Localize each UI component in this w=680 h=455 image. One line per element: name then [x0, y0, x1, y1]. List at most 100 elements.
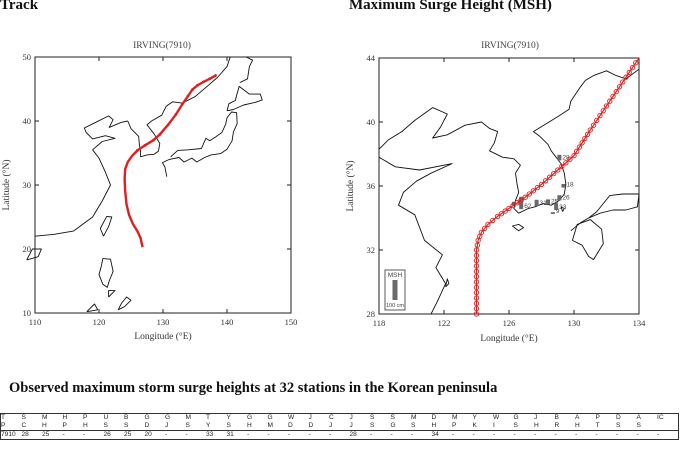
coastline-path	[226, 85, 263, 112]
table-header-cell: S	[103, 422, 108, 429]
y-tick-label: 40	[367, 117, 376, 127]
track-point	[143, 143, 147, 147]
x-tick-label: 130	[157, 317, 170, 327]
table-header-cell: W	[288, 414, 295, 421]
table-header-cell: G	[144, 414, 150, 421]
table-header-cell: S	[370, 414, 375, 421]
table-value-cell: -	[390, 430, 411, 439]
surge-label: 33	[559, 204, 567, 211]
table-value-cell: -	[493, 430, 514, 439]
table-header-row-top: T S M H P U B G G M T Y G G W J C J S S M D M Y W G J B A P D A IC	[1, 414, 678, 422]
table-header-cell: Y	[226, 414, 231, 421]
x-tick-label: 120	[93, 317, 106, 327]
table-value-cell: 33	[206, 430, 227, 439]
msh-map-frame	[378, 57, 640, 315]
track-map-xlabel: Longitude (°E)	[134, 331, 191, 342]
surge-label: 31	[540, 200, 548, 207]
table-header-cell: M	[267, 422, 274, 429]
track-line	[475, 57, 640, 314]
msh-legend-label: MSH	[388, 272, 403, 279]
track-point	[594, 117, 600, 124]
table-header-cell	[657, 422, 678, 431]
table-header-cell: M	[411, 414, 417, 421]
table-header-cell: H	[534, 422, 539, 429]
coastline-path	[98, 258, 114, 288]
msh-map-xlabel: Longitude (°E)	[480, 333, 537, 344]
track-point	[626, 69, 632, 76]
track-point	[526, 191, 532, 197]
track-point	[201, 80, 205, 84]
table-header-cell: S	[636, 422, 641, 429]
track-point	[610, 93, 616, 100]
table-value-cell: -	[554, 430, 575, 439]
track-point	[473, 263, 480, 269]
track-point	[574, 148, 580, 154]
table-value-cell: -	[329, 430, 350, 439]
msh-map-ylabel: Latitude (°N)	[345, 160, 356, 211]
coastline-path	[239, 56, 254, 84]
track-map-title: IRVING(7910)	[133, 40, 191, 51]
surge-label: 62	[524, 203, 532, 210]
table-value-cell: -	[452, 430, 473, 439]
table-header-cell: P	[452, 422, 457, 429]
coastline-path	[99, 215, 113, 237]
track-heading: Track	[0, 0, 39, 13]
table-header-cell: S	[513, 422, 518, 429]
table-header-cell: H	[575, 422, 580, 429]
track-point	[494, 213, 501, 220]
table-header-cell: J	[329, 422, 333, 429]
track-point	[473, 284, 480, 290]
track-point	[620, 79, 626, 85]
msh-map-series	[473, 57, 640, 317]
table-header-cell: H	[42, 422, 47, 429]
table-header-cell: S	[616, 422, 621, 429]
table-header-cell: G	[513, 414, 519, 421]
table-header-cell: D	[308, 422, 314, 429]
observed-title: Observed maximum storm surge heights at …	[9, 380, 498, 396]
table-header-cell: M	[185, 414, 192, 421]
table-value-cell: -	[636, 430, 657, 439]
coastline-path	[127, 56, 231, 158]
table-header-cell: A	[575, 414, 580, 421]
table-value-cell: -	[288, 430, 309, 439]
table-value-cell: -	[616, 430, 637, 439]
table-header-cell: H	[83, 422, 88, 429]
msh-legend-scale: 100 cm	[386, 303, 404, 309]
table-header-cell: D	[288, 422, 293, 429]
table-header-cell: D	[616, 414, 621, 421]
surge-label: 9	[556, 208, 560, 215]
table-value-cell: -	[62, 430, 83, 439]
track-point	[551, 170, 557, 177]
track-point	[510, 202, 516, 209]
table-header-cell: A	[636, 414, 641, 421]
surge-bar	[557, 154, 562, 161]
table-header-cell: Y	[206, 422, 211, 429]
table-header-cell: H	[62, 414, 68, 421]
table-value-cell: 28	[349, 430, 370, 439]
x-tick-label: 130	[568, 318, 581, 328]
table-header-cell: U	[103, 414, 109, 421]
table-header-cell: W	[493, 414, 500, 421]
table-header-cell: G	[267, 414, 273, 421]
coastline-path	[445, 278, 450, 288]
surge-bar	[519, 196, 524, 210]
msh-heading: Maximum Surge Height (MSH)	[349, 0, 552, 13]
coastline-path	[26, 248, 42, 261]
track-point	[502, 208, 508, 214]
track-point	[571, 152, 577, 159]
table-header-cell: D	[431, 414, 437, 421]
y-tick-label: 44	[367, 53, 376, 63]
surge-bar	[534, 199, 539, 206]
track-point	[563, 160, 569, 166]
track-point	[590, 122, 597, 128]
track-point	[186, 94, 190, 98]
y-tick-label: 20	[23, 244, 32, 254]
msh-legend: MSH 100 cm	[384, 269, 406, 311]
track-point	[473, 311, 480, 317]
x-tick-label: 118	[373, 318, 385, 328]
y-tick-label: 50	[23, 52, 32, 62]
track-point	[597, 112, 603, 119]
surge-bar	[554, 203, 559, 210]
y-tick-label: 30	[23, 180, 32, 190]
